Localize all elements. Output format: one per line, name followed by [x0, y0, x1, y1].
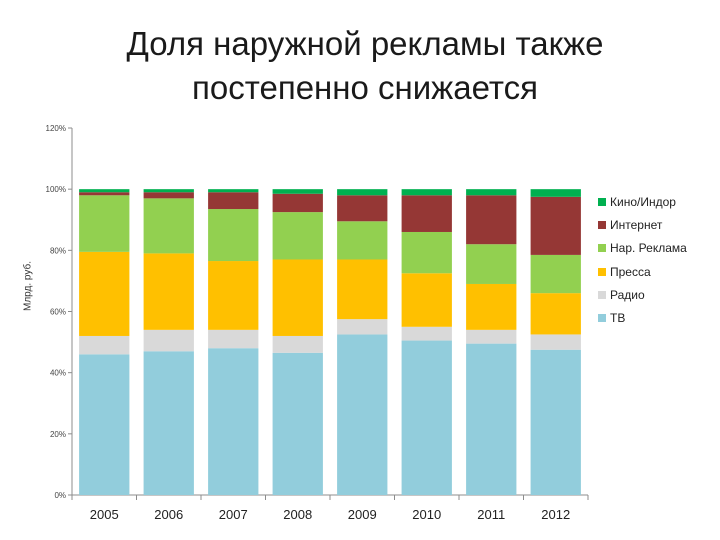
bar-segment-2010 — [401, 326, 452, 341]
bar-segment-2006 — [143, 192, 194, 199]
y-tick-label: 80% — [50, 246, 66, 255]
chart-legend: Кино/Индор Интернет Нар. Реклама Пресса Ради… — [598, 190, 687, 330]
legend-swatch — [598, 290, 606, 299]
bar-segment-2012 — [530, 189, 581, 197]
legend-label: Радио — [610, 287, 645, 302]
x-tick-label: 2012 — [541, 507, 570, 522]
y-tick-label: 40% — [50, 369, 66, 378]
bar-segment-2005 — [79, 335, 130, 355]
bar-segment-2011 — [466, 329, 517, 344]
x-tick-label: 2006 — [154, 507, 183, 522]
bar-segment-2005 — [79, 251, 130, 336]
bar-segment-2011 — [466, 195, 517, 245]
bar-segment-2010 — [401, 189, 452, 196]
legend-swatch — [598, 314, 606, 323]
legend-swatch — [598, 220, 606, 229]
legend-item: Радио — [598, 283, 687, 306]
bar-segment-2012 — [530, 254, 581, 294]
y-tick-label: 120% — [46, 124, 66, 133]
legend-item: ТВ — [598, 306, 687, 329]
bar-segment-2009 — [337, 189, 388, 196]
bar-segment-2006 — [143, 189, 194, 193]
x-tick-label: 2009 — [348, 507, 377, 522]
legend-label: ТВ — [610, 311, 626, 326]
legend-label: Кино/Индор — [610, 194, 676, 209]
bar-segment-2005 — [79, 192, 130, 196]
bar-segment-2009 — [337, 195, 388, 222]
bar-segment-2008 — [272, 335, 323, 353]
bar-segment-2007 — [208, 189, 259, 193]
bar-segment-2006 — [143, 198, 194, 254]
bar-segment-2009 — [337, 334, 388, 495]
bar-segment-2012 — [530, 334, 581, 350]
bar-segment-2007 — [208, 329, 259, 349]
bar-segment-2011 — [466, 244, 517, 284]
legend-item: Пресса — [598, 260, 687, 283]
bar-segment-2009 — [337, 259, 388, 320]
x-tick-label: 2007 — [219, 507, 248, 522]
bar-segment-2012 — [530, 293, 581, 335]
bar-segment-2007 — [208, 261, 259, 330]
bar-segment-2006 — [143, 329, 194, 352]
bar-segment-2005 — [79, 354, 130, 495]
bar-segment-2005 — [79, 195, 130, 252]
x-tick-label: 2011 — [477, 507, 505, 522]
bar-segment-2009 — [337, 221, 388, 260]
bar-segment-2010 — [401, 195, 452, 232]
bar-segment-2005 — [79, 189, 130, 193]
bar-segment-2008 — [272, 259, 323, 336]
y-tick-label: 100% — [46, 185, 66, 194]
bar-segment-2007 — [208, 209, 259, 262]
bar-segment-2012 — [530, 349, 581, 495]
chart-title: Доля наружной рекламы также постепенно с… — [126, 25, 604, 106]
legend-swatch — [598, 197, 606, 206]
bar-segment-2012 — [530, 196, 581, 255]
bar-segment-2008 — [272, 193, 323, 213]
legend-label: Нар. Реклама — [610, 241, 687, 256]
legend-swatch — [598, 267, 606, 276]
legend-item: Кино/Индор — [598, 190, 687, 213]
y-tick-label: 60% — [50, 308, 66, 317]
legend-label: Интернет — [610, 217, 663, 232]
legend-swatch — [598, 244, 606, 253]
x-tick-label: 2005 — [90, 507, 119, 522]
bar-segment-2007 — [208, 192, 259, 210]
bar-segment-2011 — [466, 189, 517, 196]
bar-segment-2011 — [466, 283, 517, 330]
bar-segment-2008 — [272, 352, 323, 495]
y-tick-label: 20% — [50, 430, 66, 439]
legend-label: Пресса — [610, 264, 651, 279]
legend-item: Интернет — [598, 213, 687, 236]
bar-segment-2011 — [466, 343, 517, 495]
y-tick-label: 0% — [54, 491, 66, 500]
bar-segment-2010 — [401, 231, 452, 274]
bar-segment-2008 — [272, 212, 323, 260]
bar-segment-2006 — [143, 351, 194, 495]
bar-segment-2006 — [143, 253, 194, 330]
x-tick-label: 2010 — [412, 507, 441, 522]
bar-segment-2007 — [208, 348, 259, 495]
bar-segment-2008 — [272, 189, 323, 194]
x-tick-label: 2008 — [283, 507, 312, 522]
legend-item: Нар. Реклама — [598, 237, 687, 260]
bar-segment-2009 — [337, 319, 388, 335]
bar-segment-2010 — [401, 340, 452, 495]
bar-segment-2010 — [401, 273, 452, 327]
